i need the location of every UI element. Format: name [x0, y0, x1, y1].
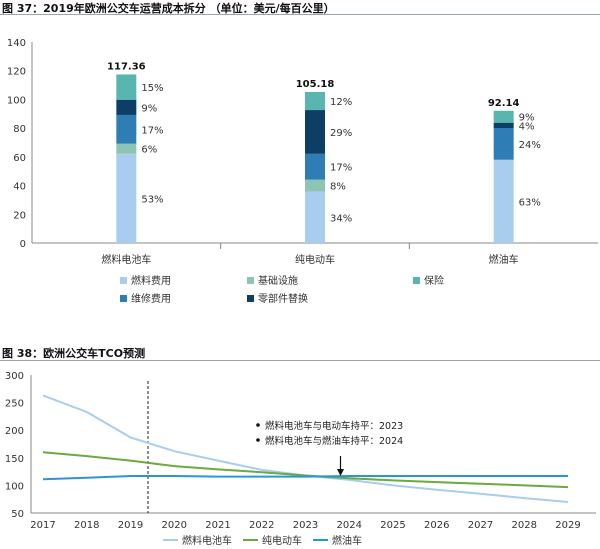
x-tick-label: 2026 — [424, 520, 449, 531]
stacked-bar-chart: 0 20 40 60 80 100 120 140 53% 6% 17% 9% 15% 117.36 燃料电… — [7, 38, 598, 305]
bar-segment — [493, 127, 514, 160]
y-tick-label: 20 — [13, 210, 26, 221]
segment-percent-label: 53% — [141, 194, 163, 205]
category-label: 纯电动车 — [295, 253, 335, 266]
y-tick-label: 100 — [7, 95, 26, 106]
legend-label: 纯电动车 — [262, 534, 302, 547]
bar-segment — [305, 110, 325, 154]
segment-percent-label: 29% — [330, 128, 352, 139]
x-tick-label: 2024 — [337, 520, 362, 531]
bar-total-label: 105.18 — [296, 79, 335, 90]
bar-segment — [493, 110, 514, 123]
title-divider — [0, 14, 600, 15]
series-line — [42, 451, 569, 489]
y-tick-label: 250 — [5, 399, 24, 410]
figure-37-title: 图 37：2019年欧洲公交车运营成本拆分 （单位：美元/每百公里） — [2, 2, 335, 15]
bar-segment — [116, 114, 137, 144]
y-tick-label: 300 — [5, 371, 24, 382]
annotation-text: 燃料电池车与燃油车持平：2024 — [265, 435, 403, 447]
bar-segment — [116, 143, 137, 154]
legend-label: 燃油车 — [332, 534, 362, 547]
series-line — [42, 394, 569, 503]
segment-percent-label: 63% — [519, 197, 541, 208]
x-tick-label: 2029 — [555, 520, 580, 531]
legend-swatch — [120, 277, 127, 284]
y-tick-label: 120 — [7, 67, 26, 78]
y-tick-label: 50 — [11, 509, 24, 520]
bar-segment — [305, 91, 325, 111]
y-tick-label: 0 — [20, 239, 26, 250]
y-tick-label: 150 — [5, 454, 24, 465]
title-divider — [0, 360, 600, 361]
y-tick-label: 140 — [7, 38, 26, 49]
x-tick-label: 2023 — [293, 520, 318, 531]
segment-percent-label: 17% — [330, 163, 352, 174]
legend-label: 燃料费用 — [131, 274, 171, 287]
bar-segment — [305, 179, 325, 192]
legend-label: 维修费用 — [131, 292, 171, 305]
bar-segment — [116, 153, 137, 243]
x-tick-label: 2027 — [468, 520, 493, 531]
segment-percent-label: 4% — [519, 121, 535, 132]
annotation-text: 燃料电池车与电动车持平：2023 — [265, 420, 403, 432]
segment-percent-label: 15% — [141, 83, 163, 94]
annotation-bullet — [256, 423, 260, 427]
y-tick-label: 80 — [13, 124, 26, 135]
bar-segment — [116, 74, 137, 100]
legend-label: 保险 — [424, 274, 444, 287]
segment-percent-label: 9% — [141, 103, 157, 114]
category-label: 燃油车 — [489, 253, 519, 266]
series-line — [42, 475, 568, 481]
category-label: 燃料电池车 — [101, 253, 151, 266]
x-tick-label: 2017 — [30, 520, 55, 531]
x-tick-label: 2022 — [249, 520, 274, 531]
bar-total-label: 117.36 — [107, 61, 146, 72]
bar-segment — [116, 99, 137, 115]
y-tick-label: 100 — [5, 481, 24, 492]
annotation-bullet — [256, 438, 260, 442]
segment-percent-label: 9% — [519, 113, 535, 124]
x-tick-label: 2021 — [205, 520, 230, 531]
x-tick-label: 2018 — [74, 520, 99, 531]
segment-percent-label: 12% — [330, 97, 352, 108]
legend-label: 基础设施 — [258, 274, 298, 287]
legend-label: 零部件替换 — [258, 292, 308, 305]
x-tick-label: 2019 — [118, 520, 143, 531]
x-tick-label: 2028 — [512, 520, 537, 531]
x-tick-label: 2025 — [380, 520, 405, 531]
figure-38-title: 图 38：欧洲公交车TCO预测 — [2, 347, 146, 360]
legend-swatch — [247, 295, 254, 302]
legend-swatch — [120, 295, 127, 302]
segment-percent-label: 34% — [330, 213, 352, 224]
legend-swatch — [413, 277, 420, 284]
arrow-head — [337, 469, 344, 476]
bar-segment — [493, 159, 514, 243]
segment-percent-label: 6% — [141, 145, 157, 156]
legend-swatch — [247, 277, 254, 284]
bar-segment — [493, 122, 514, 128]
y-tick-label: 200 — [5, 426, 24, 437]
segment-percent-label: 24% — [519, 140, 541, 151]
y-tick-label: 40 — [13, 182, 26, 193]
bar-segment — [305, 153, 325, 180]
bar-total-label: 92.14 — [488, 98, 520, 109]
segment-percent-label: 17% — [141, 125, 163, 136]
x-tick-label: 2020 — [162, 520, 187, 531]
legend-label: 燃料电池车 — [182, 534, 232, 547]
segment-percent-label: 8% — [330, 182, 346, 193]
bar-segment — [305, 191, 325, 243]
y-tick-label: 60 — [13, 153, 26, 164]
